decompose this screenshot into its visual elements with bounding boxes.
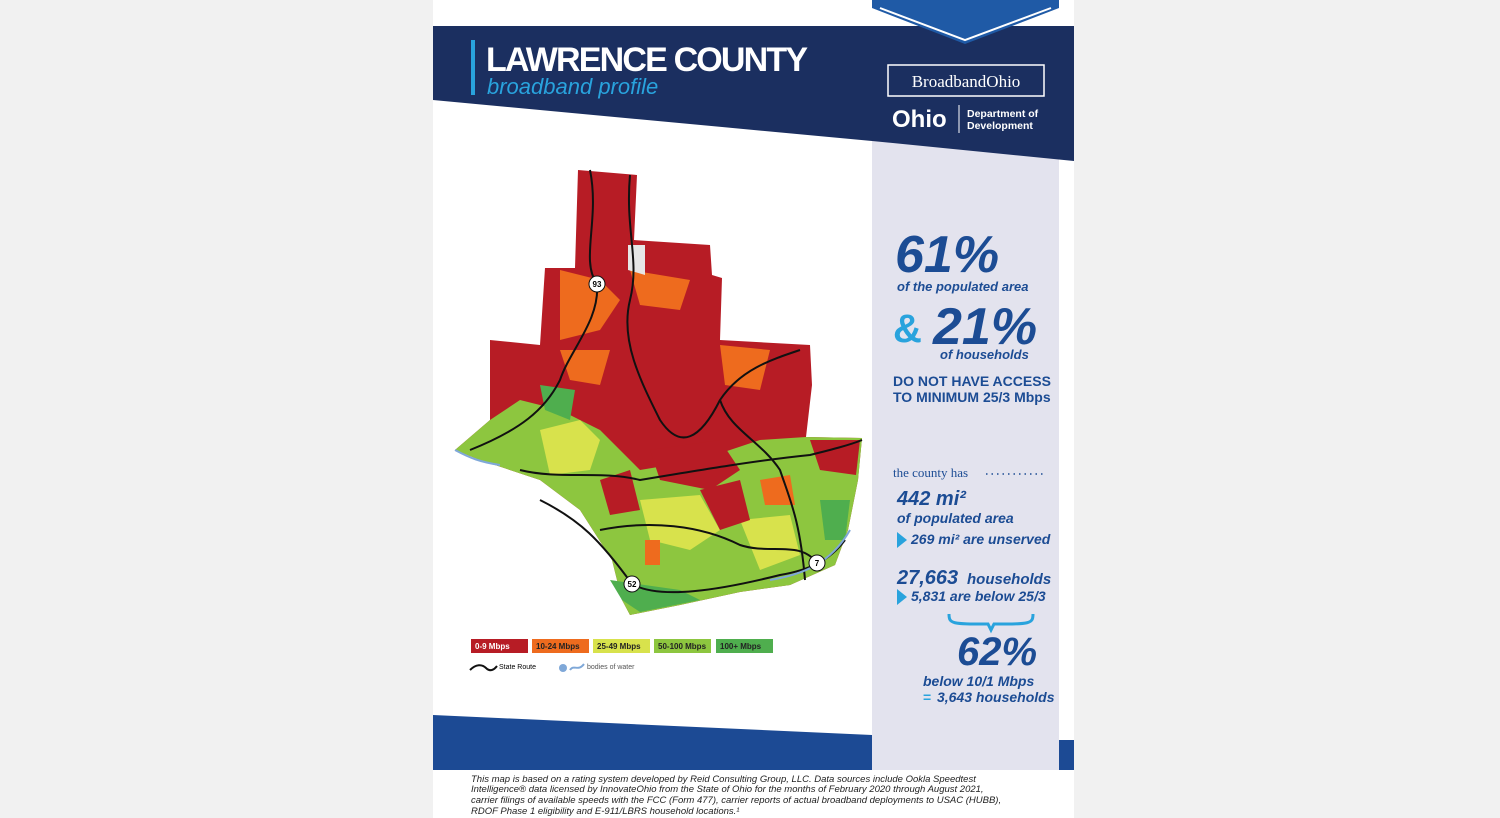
- below-10-pct: 62%: [957, 630, 1037, 674]
- unserved: 269 mi² are unserved: [910, 531, 1051, 547]
- map-region: [740, 515, 800, 570]
- area-label: of populated area: [897, 510, 1014, 526]
- subtitle: broadband profile: [487, 74, 658, 99]
- footer-line: RDOF Phase 1 eligibility and E-911/LBRS …: [471, 806, 739, 817]
- department-line: Development: [967, 120, 1033, 132]
- map-region: [810, 440, 860, 475]
- map-region: [560, 270, 620, 340]
- legend-swatch: [471, 639, 528, 653]
- legend-label: 50-100 Mbps: [658, 642, 707, 651]
- legend-label: 0-9 Mbps: [475, 642, 510, 651]
- map-region: [628, 245, 645, 275]
- route-shield: [623, 575, 641, 593]
- footer-line: carrier filings of available speeds with…: [471, 795, 1001, 806]
- legend-label: 100+ Mbps: [720, 642, 762, 651]
- no-access: TO MINIMUM 25/3 Mbps: [893, 389, 1051, 405]
- county-map: 93 52 7: [454, 169, 863, 615]
- households-pct: 21%: [932, 298, 1037, 356]
- legend-swatch: [593, 639, 650, 653]
- legend-swatch: [716, 639, 773, 653]
- area-text: of the populated area: [897, 279, 1028, 294]
- route-shield: [808, 554, 826, 572]
- legend: 0-9 Mbps 10-24 Mbps 25-49 Mbps 50-100 Mbps 1…: [471, 639, 773, 653]
- route-shield: [588, 275, 606, 293]
- legend-swatch: [532, 639, 589, 653]
- arrow: [897, 532, 907, 548]
- map-region: [645, 540, 660, 565]
- water: [454, 449, 501, 466]
- route-label: 52: [628, 580, 637, 589]
- road: [599, 524, 818, 564]
- broadband-logo: BroadbandOhio: [912, 72, 1021, 91]
- map-region: [720, 345, 770, 390]
- legend-swatch: [654, 639, 711, 653]
- state-route-label: State Route: [499, 664, 536, 671]
- road: [519, 439, 863, 482]
- map-region: [650, 440, 740, 490]
- broadband-logo-box: [887, 64, 1045, 97]
- department-line: Department of: [967, 108, 1039, 120]
- arrow: [897, 589, 907, 605]
- legend-label: 10-24 Mbps: [536, 642, 580, 651]
- footer: This map is based on a rating system dev…: [471, 774, 1001, 817]
- below-10-households: 3,643 households: [937, 689, 1055, 705]
- map-region: [540, 420, 600, 475]
- map-region: [560, 350, 610, 385]
- route-label: 93: [593, 280, 602, 289]
- road: [626, 174, 801, 439]
- area-pct: 61%: [895, 226, 999, 284]
- title-bar: [471, 40, 475, 95]
- ampersand: &: [893, 307, 922, 351]
- bottom-band: [433, 715, 872, 770]
- county-has: the county has: [893, 465, 968, 480]
- area-total: 442 mi²: [896, 488, 967, 510]
- map-region: [540, 385, 575, 420]
- map-region: [760, 475, 795, 505]
- route-label: 7: [815, 559, 820, 568]
- households-label: households: [967, 571, 1051, 588]
- bottom-band: [1059, 740, 1074, 770]
- road: [539, 499, 846, 594]
- road: [469, 169, 599, 451]
- footer-line: This map is based on a rating system dev…: [471, 774, 976, 785]
- map-region: [630, 270, 690, 310]
- chevron: [872, 0, 1059, 44]
- map-region: [640, 495, 720, 550]
- map-region: [600, 470, 640, 515]
- below-10-text: below 10/1 Mbps: [923, 673, 1034, 689]
- footer-line: Intelligence® data licensed by InnovateO…: [471, 784, 984, 795]
- header-banner: [433, 26, 1074, 161]
- map-region: [820, 500, 850, 540]
- roads: [469, 169, 863, 594]
- water-key: [569, 663, 585, 671]
- households-text: of households: [940, 347, 1029, 362]
- chevron-line: [879, 7, 1052, 42]
- map-region: [700, 480, 750, 530]
- road: [719, 399, 806, 581]
- water-label: bodies of water: [587, 664, 635, 671]
- water-key: [559, 664, 567, 672]
- below-25: 5,831 are below 25/3: [911, 588, 1046, 604]
- side-panel: [872, 130, 1059, 770]
- households-total: 27,663: [896, 567, 958, 589]
- no-access: DO NOT HAVE ACCESS: [893, 373, 1051, 389]
- equals: =: [923, 689, 931, 705]
- legend-label: 25-49 Mbps: [597, 642, 641, 651]
- ohio-logo: Ohio: [892, 106, 947, 133]
- state-route-key: [469, 664, 498, 672]
- title: LAWRENCE COUNTY: [486, 41, 808, 79]
- brace: [947, 613, 1035, 634]
